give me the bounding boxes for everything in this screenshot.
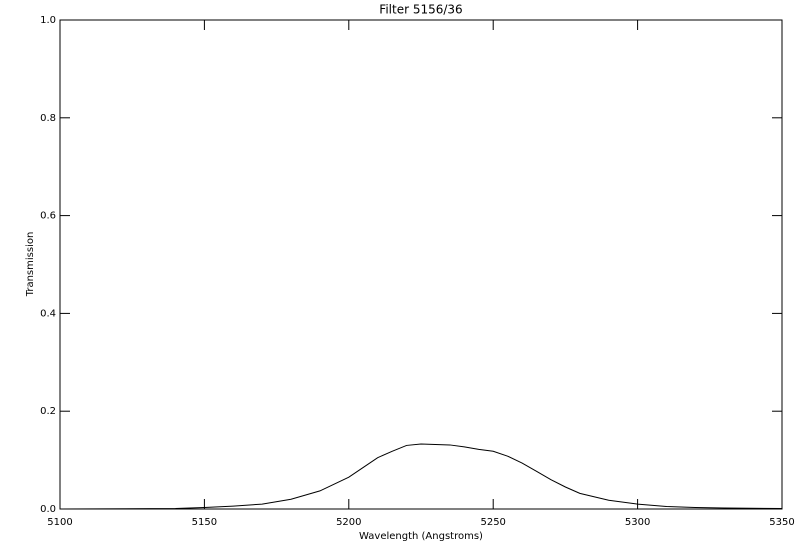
y-tick-label: 0.4 (40, 308, 56, 319)
x-tick-label: 5200 (336, 517, 361, 528)
y-tick-label: 1.0 (40, 15, 56, 26)
x-tick-label: 5100 (47, 517, 72, 528)
x-tick-label: 5350 (769, 517, 794, 528)
chart-title: Filter 5156/36 (379, 3, 462, 17)
y-tick-label: 0.6 (40, 211, 56, 222)
curve (59, 443, 783, 510)
y-axis-label: Transmission (25, 232, 36, 298)
y-tick-label: 0.0 (40, 504, 56, 515)
plot-frame (59, 19, 783, 510)
x-tick-label: 5300 (625, 517, 650, 528)
x-tick-label: 5150 (192, 517, 217, 528)
y-tick-label: 0.2 (40, 406, 56, 417)
x-axis-label: Wavelength (Angstroms) (359, 531, 483, 542)
y-tick-label: 0.8 (40, 113, 56, 124)
x-tick-label: 5250 (480, 517, 505, 528)
